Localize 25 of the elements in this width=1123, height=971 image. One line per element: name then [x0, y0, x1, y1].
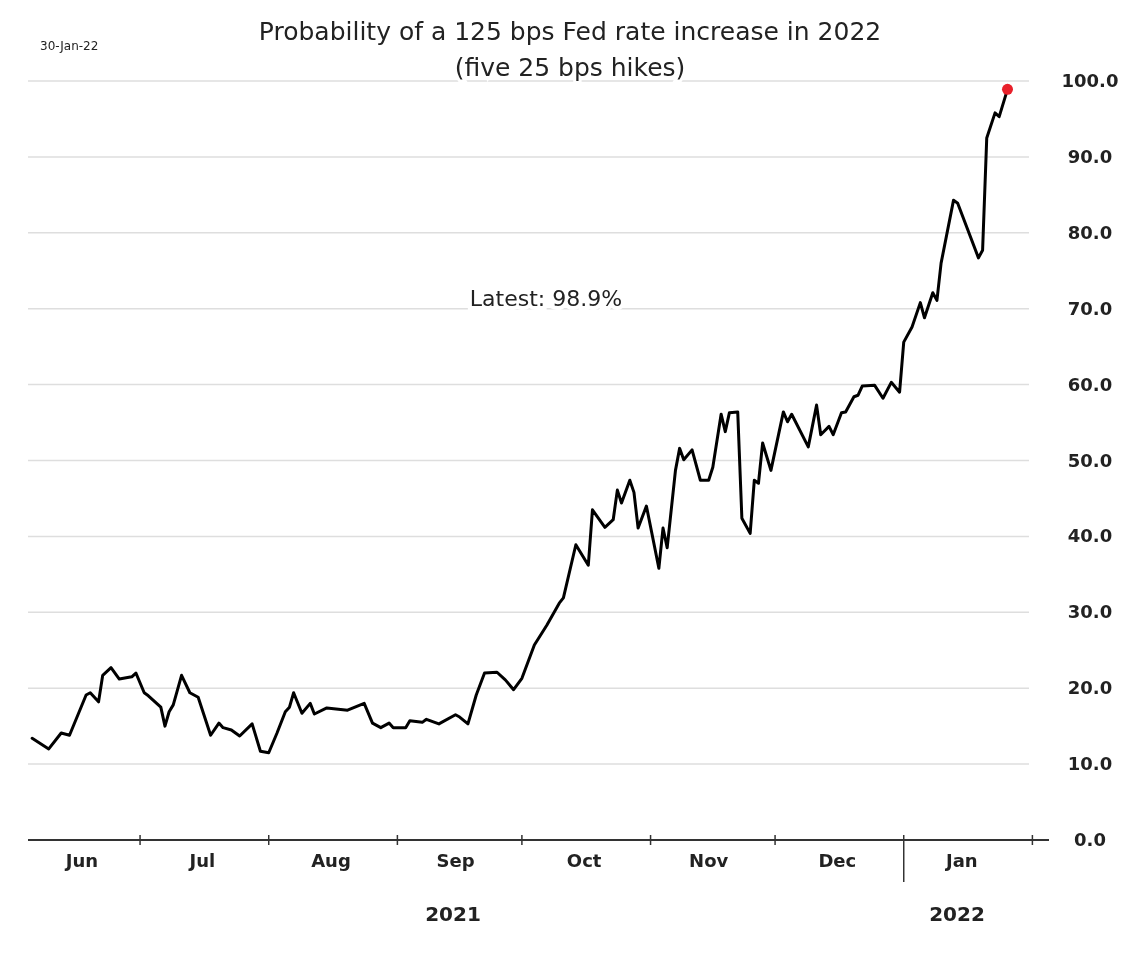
x-tick-label: Nov [689, 850, 729, 871]
text: 30-Jan-22 [40, 39, 99, 53]
x-tick-label: Dec [818, 850, 857, 871]
y-tick-label: 60.0 [1067, 373, 1113, 395]
y-tick-label: 80.0 [1067, 221, 1113, 243]
x-tick-label: Oct [566, 850, 602, 871]
x-tick-label: Aug [311, 850, 351, 871]
text: 2021 [425, 902, 481, 926]
y-tick-label: 100.0 [1061, 70, 1119, 91]
y-tick-label: 0.0 [1074, 829, 1106, 850]
x-tick-label: Jan [944, 850, 978, 871]
y-tick-label: 90.0 [1067, 145, 1113, 167]
annotation: Latest: 98.9% [469, 286, 623, 311]
chart-title: Probability of a 125 bps Fed rate increase in 2022 [258, 17, 882, 46]
x-tick-label: Jun [63, 850, 99, 871]
y-tick-label: 70.0 [1067, 297, 1113, 319]
x-tick-label: Sep [436, 850, 475, 871]
y-tick-label: 50.0 [1067, 449, 1113, 471]
x-tick-label: Jul [187, 850, 216, 871]
chart-subtitle: (five 25 bps hikes) [454, 53, 686, 82]
text: 2022 [929, 902, 985, 926]
y-tick-label: 30.0 [1067, 601, 1113, 623]
y-tick-label: 20.0 [1067, 677, 1113, 699]
y-tick-label: 40.0 [1067, 525, 1113, 547]
y-tick-label: 10.0 [1067, 753, 1113, 775]
